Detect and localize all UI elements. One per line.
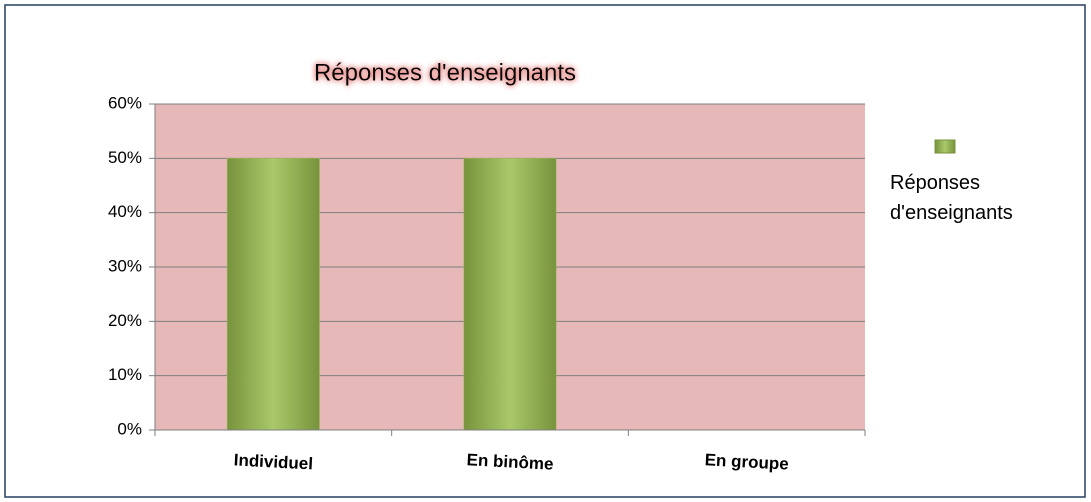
- legend-swatch: [934, 139, 956, 154]
- y-tick-label: 10%: [108, 365, 142, 384]
- y-tick-label: 0%: [117, 419, 142, 438]
- y-tick-label: 40%: [108, 202, 142, 221]
- bar: [463, 158, 557, 431]
- chart-title: Réponses d'enseignants: [314, 59, 576, 86]
- y-tick-label: 30%: [108, 256, 142, 275]
- bar: [226, 158, 320, 431]
- legend-label: Réponses d'enseignants: [890, 172, 1013, 224]
- x-tick-label: Individuel: [233, 450, 313, 473]
- y-tick-label: 20%: [108, 311, 142, 330]
- x-tick-label: En groupe: [704, 450, 789, 473]
- x-tick-label: En binôme: [466, 450, 554, 474]
- y-tick-label: 50%: [108, 148, 142, 167]
- y-tick-label: 60%: [108, 93, 142, 112]
